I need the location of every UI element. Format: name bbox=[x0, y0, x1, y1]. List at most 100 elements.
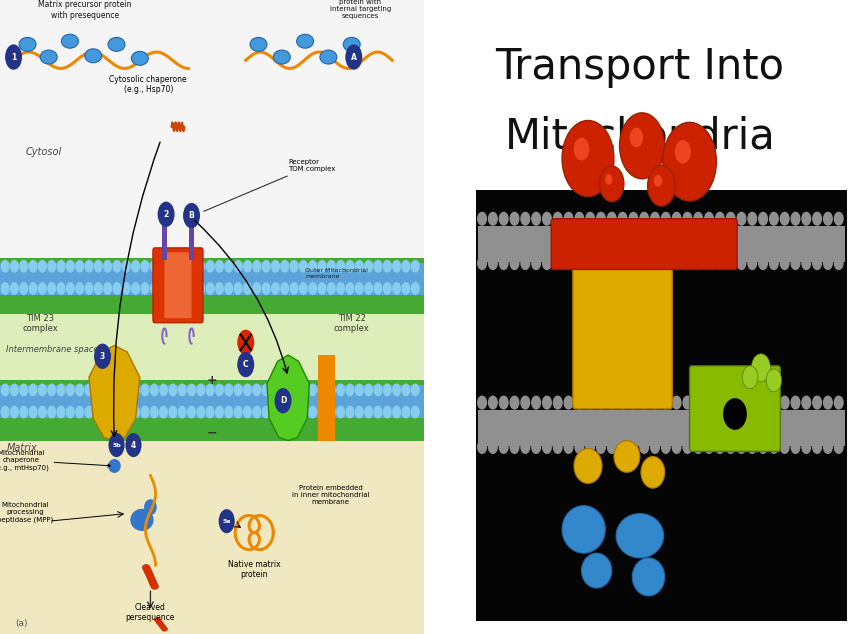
Circle shape bbox=[271, 261, 279, 272]
Circle shape bbox=[393, 261, 401, 272]
Text: Inner membrane
protein with
internal targeting
sequences: Inner membrane protein with internal tar… bbox=[330, 0, 391, 19]
Circle shape bbox=[94, 384, 102, 396]
Ellipse shape bbox=[296, 34, 313, 48]
Text: (a): (a) bbox=[15, 619, 27, 628]
Circle shape bbox=[510, 212, 519, 225]
Circle shape bbox=[716, 441, 724, 453]
Circle shape bbox=[672, 396, 681, 409]
Text: Transport Into: Transport Into bbox=[496, 46, 784, 87]
Circle shape bbox=[300, 384, 307, 396]
Circle shape bbox=[383, 261, 391, 272]
Ellipse shape bbox=[142, 564, 150, 571]
Circle shape bbox=[781, 212, 789, 225]
Circle shape bbox=[683, 257, 692, 269]
Circle shape bbox=[160, 384, 168, 396]
Ellipse shape bbox=[562, 506, 605, 553]
Circle shape bbox=[85, 406, 92, 418]
Circle shape bbox=[742, 366, 758, 389]
Bar bbox=[0, 380, 424, 385]
Circle shape bbox=[383, 283, 391, 294]
Circle shape bbox=[290, 406, 298, 418]
Bar bbox=[503, 233, 504, 256]
Circle shape bbox=[694, 257, 703, 269]
Circle shape bbox=[122, 283, 130, 294]
Text: TIM 22
complex: TIM 22 complex bbox=[334, 314, 370, 333]
Circle shape bbox=[355, 283, 363, 294]
Circle shape bbox=[20, 406, 27, 418]
Bar bbox=[740, 417, 742, 439]
Circle shape bbox=[132, 384, 140, 396]
Bar bbox=[590, 233, 591, 256]
Circle shape bbox=[235, 406, 242, 418]
Circle shape bbox=[218, 509, 235, 533]
Circle shape bbox=[281, 384, 288, 396]
Circle shape bbox=[672, 257, 681, 269]
Circle shape bbox=[662, 257, 670, 269]
Circle shape bbox=[374, 261, 382, 272]
Circle shape bbox=[812, 441, 822, 453]
Circle shape bbox=[346, 406, 354, 418]
Bar bbox=[709, 417, 710, 439]
Text: Cytosol: Cytosol bbox=[26, 147, 62, 157]
Circle shape bbox=[206, 384, 214, 396]
Circle shape bbox=[835, 257, 843, 269]
Circle shape bbox=[672, 212, 681, 225]
Circle shape bbox=[639, 212, 649, 225]
Bar bbox=[514, 417, 515, 439]
Bar bbox=[0, 441, 424, 634]
Circle shape bbox=[489, 257, 497, 269]
Circle shape bbox=[618, 212, 627, 225]
Bar bbox=[546, 233, 548, 256]
Circle shape bbox=[169, 406, 176, 418]
Circle shape bbox=[235, 283, 242, 294]
Circle shape bbox=[748, 441, 757, 453]
Circle shape bbox=[216, 261, 223, 272]
Circle shape bbox=[113, 261, 121, 272]
Bar bbox=[676, 417, 677, 439]
Bar bbox=[665, 417, 667, 439]
Bar bbox=[600, 417, 602, 439]
Text: D: D bbox=[280, 396, 286, 405]
Circle shape bbox=[835, 441, 843, 453]
Circle shape bbox=[823, 212, 832, 225]
Text: 5b: 5b bbox=[112, 443, 121, 448]
Ellipse shape bbox=[150, 581, 158, 586]
Circle shape bbox=[781, 257, 789, 269]
Circle shape bbox=[197, 283, 205, 294]
Circle shape bbox=[383, 406, 391, 418]
Circle shape bbox=[122, 406, 130, 418]
Circle shape bbox=[648, 165, 675, 206]
Circle shape bbox=[309, 406, 317, 418]
Circle shape bbox=[802, 212, 811, 225]
Circle shape bbox=[104, 261, 111, 272]
Circle shape bbox=[346, 261, 354, 272]
Circle shape bbox=[160, 283, 168, 294]
Bar bbox=[838, 417, 840, 439]
Bar bbox=[536, 417, 537, 439]
Circle shape bbox=[122, 384, 130, 396]
Circle shape bbox=[309, 384, 317, 396]
Bar bbox=[784, 417, 785, 439]
Circle shape bbox=[271, 283, 279, 294]
Circle shape bbox=[244, 406, 252, 418]
Ellipse shape bbox=[85, 49, 102, 63]
Circle shape bbox=[521, 441, 530, 453]
Circle shape bbox=[553, 257, 562, 269]
Circle shape bbox=[271, 384, 279, 396]
Bar bbox=[752, 233, 753, 256]
Circle shape bbox=[694, 396, 703, 409]
Circle shape bbox=[94, 283, 102, 294]
Circle shape bbox=[39, 384, 46, 396]
Bar bbox=[763, 417, 764, 439]
Circle shape bbox=[39, 406, 46, 418]
Ellipse shape bbox=[250, 37, 267, 51]
Circle shape bbox=[543, 212, 551, 225]
Circle shape bbox=[275, 388, 292, 413]
Circle shape bbox=[597, 257, 605, 269]
Circle shape bbox=[553, 212, 562, 225]
Circle shape bbox=[20, 384, 27, 396]
Circle shape bbox=[132, 283, 140, 294]
Circle shape bbox=[510, 396, 519, 409]
Circle shape bbox=[141, 283, 149, 294]
Text: Mitochondrial
chaperone
(e.g., mtHsp70): Mitochondrial chaperone (e.g., mtHsp70) bbox=[0, 450, 110, 470]
